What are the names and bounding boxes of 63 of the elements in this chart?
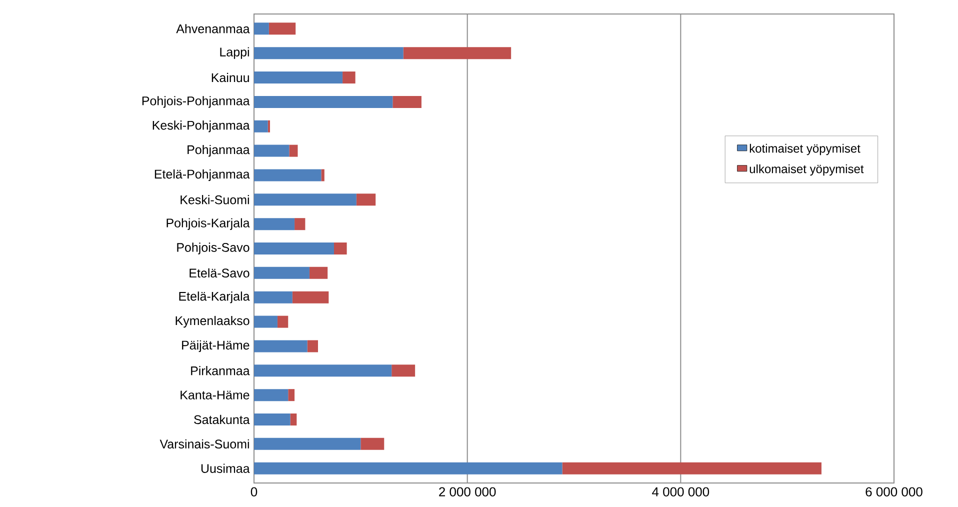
y-tick-label: Kanta-Häme xyxy=(180,390,250,400)
y-tick-label: Päijät-Häme xyxy=(182,340,250,352)
bar xyxy=(392,364,416,377)
bar xyxy=(288,389,295,402)
bar xyxy=(254,316,278,328)
bar xyxy=(254,413,290,426)
bar xyxy=(342,72,356,84)
bar xyxy=(334,242,347,255)
bar xyxy=(292,291,329,304)
y-tick-label: Pohjois-Savo xyxy=(177,242,250,254)
x-tick-label: 0 xyxy=(250,487,258,496)
bar xyxy=(254,22,269,35)
y-tick-label: Kainuu xyxy=(212,72,249,82)
y-tick-label: Satakunta xyxy=(194,414,250,424)
bar xyxy=(403,47,512,60)
y-tick-label: Pohjois-Karjala xyxy=(166,218,250,230)
bar xyxy=(254,340,308,352)
bar xyxy=(254,438,361,450)
legend-label: ulkomaiset yöpymiset xyxy=(750,164,864,176)
bar xyxy=(307,340,318,352)
x-tick-label: 6 000 000 xyxy=(866,487,922,496)
y-tick-label: Keski-Pohjanmaa xyxy=(152,120,250,132)
bar xyxy=(254,242,334,255)
x-tick-label: 4 000 000 xyxy=(652,487,710,496)
bar xyxy=(254,389,288,402)
y-tick-label: Uusimaa xyxy=(201,464,250,473)
bar xyxy=(289,144,298,157)
bar xyxy=(254,96,393,108)
y-tick-label: Pohjanmaa xyxy=(188,144,250,157)
bar xyxy=(268,120,270,132)
bar xyxy=(268,22,296,35)
bar xyxy=(290,413,297,426)
bar xyxy=(254,169,322,182)
bar xyxy=(254,72,343,84)
y-tick-label: Pirkanmaa xyxy=(191,366,250,376)
bar xyxy=(360,438,384,450)
y-tick-label: Ahvenanmaa xyxy=(176,24,250,34)
bar xyxy=(254,47,404,60)
bar xyxy=(254,194,356,206)
y-tick-label: Etelä-Savo xyxy=(190,268,250,278)
legend-label: kotimaiset yöpymiset xyxy=(750,144,860,156)
bar xyxy=(254,266,310,279)
bar xyxy=(309,266,328,279)
bar xyxy=(562,462,822,474)
bar xyxy=(254,364,392,377)
bar xyxy=(254,462,562,474)
y-tick-label: Lappi xyxy=(220,47,249,59)
bar xyxy=(254,291,292,304)
y-tick-label: Keski-Suomi xyxy=(180,195,249,204)
y-tick-label: Kymenlaakso xyxy=(176,316,250,328)
bar xyxy=(356,194,376,206)
y-tick-label: Varsinais-Suomi xyxy=(160,439,249,449)
bar xyxy=(321,169,324,182)
y-tick-label: Etelä-Pohjanmaa xyxy=(154,169,250,182)
bar xyxy=(277,316,288,328)
bar xyxy=(392,96,422,108)
bar xyxy=(254,120,268,132)
bar xyxy=(294,218,306,230)
y-tick-label: Pohjois-Pohjanmaa xyxy=(142,96,250,108)
bar xyxy=(254,144,290,157)
x-tick-label: 2 000 000 xyxy=(439,487,496,496)
y-tick-label: Etelä-Karjala xyxy=(179,292,250,304)
bar xyxy=(254,218,295,230)
